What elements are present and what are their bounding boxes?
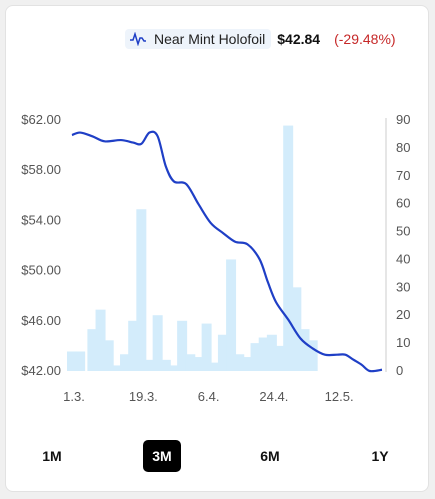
volume-bar — [242, 357, 253, 371]
volume-bar — [95, 309, 106, 371]
volume-bar — [120, 354, 131, 371]
legend-pill[interactable]: Near Mint Holofoil — [125, 29, 272, 49]
volume-bar — [67, 351, 77, 371]
volume-bar — [111, 365, 122, 371]
current-price: $42.84 — [277, 31, 321, 47]
range-selector: 1M 3M 6M 1Y — [0, 440, 435, 472]
volume-bar — [201, 323, 212, 371]
x-axis-ticks: 1.3. 19.3. 6.4. 24.4. 12.5. — [63, 389, 353, 404]
price-history-card — [5, 5, 429, 492]
x-tick-label: 12.5. — [325, 389, 354, 404]
y-left-tick-label: $62.00 — [21, 112, 61, 127]
volume-bar — [185, 354, 196, 371]
volume-bar — [307, 340, 318, 371]
y-left-tick-label: $54.00 — [21, 212, 61, 227]
x-tick-label: 1.3. — [63, 389, 85, 404]
range-6m-button[interactable]: 6M — [260, 448, 280, 464]
volume-bar — [87, 329, 98, 371]
price-chart: $62.00 $58.00 $54.00 $50.00 $46.00 $42.00 90 8… — [21, 112, 410, 404]
right-axis-ticks: 90 80 70 60 50 40 30 20 10 0 — [396, 112, 410, 378]
volume-bar — [275, 345, 286, 371]
chart-legend[interactable]: Near Mint Holofoil $42.84 (-29.48%) — [125, 28, 396, 50]
line-chart-icon — [130, 32, 146, 46]
y-right-tick-label: 60 — [396, 196, 410, 211]
volume-bar — [266, 334, 277, 371]
y-left-tick-label: $46.00 — [21, 313, 61, 328]
volume-bar — [234, 354, 245, 371]
volume-bar — [136, 209, 147, 371]
range-1y-button[interactable]: 1Y — [371, 448, 389, 464]
volume-bar — [291, 287, 302, 371]
volume-bar — [283, 125, 294, 371]
y-right-tick-label: 20 — [396, 307, 410, 322]
volume-bar — [152, 315, 163, 371]
y-right-tick-label: 10 — [396, 335, 410, 350]
volume-bar — [299, 329, 310, 371]
price-change: (-29.48%) — [334, 31, 396, 47]
range-3m-button[interactable]: 3M — [143, 440, 181, 472]
y-right-tick-label: 70 — [396, 168, 410, 183]
volume-bar — [217, 334, 228, 371]
left-axis-ticks: $62.00 $58.00 $54.00 $50.00 $46.00 $42.00 — [21, 112, 61, 378]
y-left-tick-label: $58.00 — [21, 162, 61, 177]
y-right-tick-label: 30 — [396, 279, 410, 294]
volume-bar — [103, 340, 114, 371]
volume-bar — [168, 365, 179, 371]
volume-bar — [250, 343, 261, 371]
volume-bar — [193, 357, 204, 371]
y-left-tick-label: $50.00 — [21, 263, 61, 278]
volume-bar — [209, 362, 220, 371]
x-tick-label: 19.3. — [129, 389, 158, 404]
volume-bar — [160, 359, 171, 371]
y-right-tick-label: 80 — [396, 140, 410, 155]
y-right-tick-label: 0 — [396, 363, 403, 378]
x-tick-label: 24.4. — [259, 389, 288, 404]
volume-bar — [144, 359, 155, 371]
y-right-tick-label: 40 — [396, 251, 410, 266]
volume-bar — [128, 320, 139, 371]
volume-bar — [226, 259, 237, 371]
price-line — [71, 130, 383, 373]
legend-label: Near Mint Holofoil — [154, 31, 266, 47]
y-right-tick-label: 50 — [396, 224, 410, 239]
y-right-tick-label: 90 — [396, 112, 410, 127]
volume-bar — [75, 351, 86, 371]
volume-bar — [177, 320, 188, 371]
volume-bar — [258, 337, 269, 371]
y-left-tick-label: $42.00 — [21, 363, 61, 378]
x-tick-label: 6.4. — [198, 389, 220, 404]
range-1m-button[interactable]: 1M — [42, 448, 62, 464]
volume-bars — [67, 125, 318, 371]
